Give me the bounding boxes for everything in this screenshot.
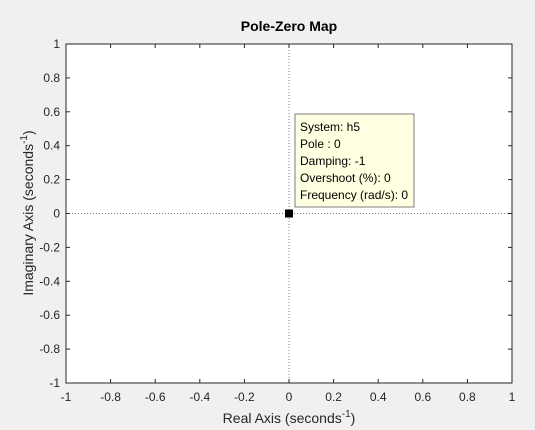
datatip[interactable]: System: h5 Pole : 0 Damping: -1 Overshoot (…	[294, 113, 415, 208]
x-tick-label: -0.8	[100, 390, 121, 404]
axes-frame	[65, 43, 513, 384]
y-tick-label: 1	[53, 37, 60, 51]
x-axis-label-exponent: -1	[342, 409, 351, 420]
y-tick-label: 0.4	[43, 139, 60, 153]
y-axis-label: Imaginary Axis (seconds-1)	[19, 130, 36, 295]
y-axis-label-close: )	[20, 130, 36, 135]
y-axis-label-exponent: -1	[19, 135, 30, 144]
x-tick-label: 0.2	[325, 390, 342, 404]
datatip-line: Pole : 0	[300, 137, 341, 151]
y-tick-label: 0.8	[43, 71, 60, 85]
tick-labels: -1 -0.8 -0.6 -0.4 -0.2 0 0.2 0.4 0.6 0.8 1 -1 -0.8 -0…	[39, 37, 515, 404]
x-axis-label-text: Real Axis (seconds	[223, 410, 342, 426]
datatip-box	[294, 113, 415, 208]
x-tick-label: 0.4	[370, 390, 387, 404]
datatip-line: Damping: -1	[300, 154, 366, 168]
x-tick-label: -1	[61, 390, 72, 404]
y-tick-label: -0.4	[39, 274, 60, 288]
y-tick-label: 0.6	[43, 105, 60, 119]
x-axis-label: Real Axis (seconds-1)	[223, 409, 356, 426]
y-tick-label: -0.8	[39, 342, 60, 356]
x-tick-label: 0	[286, 390, 293, 404]
y-tick-label: 0.2	[43, 173, 60, 187]
y-tick-label: 0	[53, 207, 60, 221]
datatip-line: Frequency (rad/s): 0	[300, 188, 408, 202]
x-tick-label: 1	[509, 390, 516, 404]
y-axis-label-text: Imaginary Axis (seconds	[20, 144, 36, 296]
chart-title: Pole-Zero Map	[241, 18, 337, 34]
datatip-line: System: h5	[300, 120, 360, 134]
pole-marker	[285, 209, 293, 218]
datatip-line: Overshoot (%): 0	[300, 171, 391, 185]
x-axis-label-close: )	[351, 410, 356, 426]
x-tick-label: -0.6	[145, 390, 166, 404]
y-tick-label: -1	[49, 376, 60, 390]
y-tick-label: -0.6	[39, 308, 60, 322]
x-tick-label: -0.4	[189, 390, 210, 404]
y-tick-label: -0.2	[39, 240, 60, 254]
x-tick-label: -0.2	[234, 390, 255, 404]
x-tick-label: 0.6	[414, 390, 431, 404]
pole-markers	[285, 209, 293, 218]
x-tick-label: 0.8	[459, 390, 476, 404]
